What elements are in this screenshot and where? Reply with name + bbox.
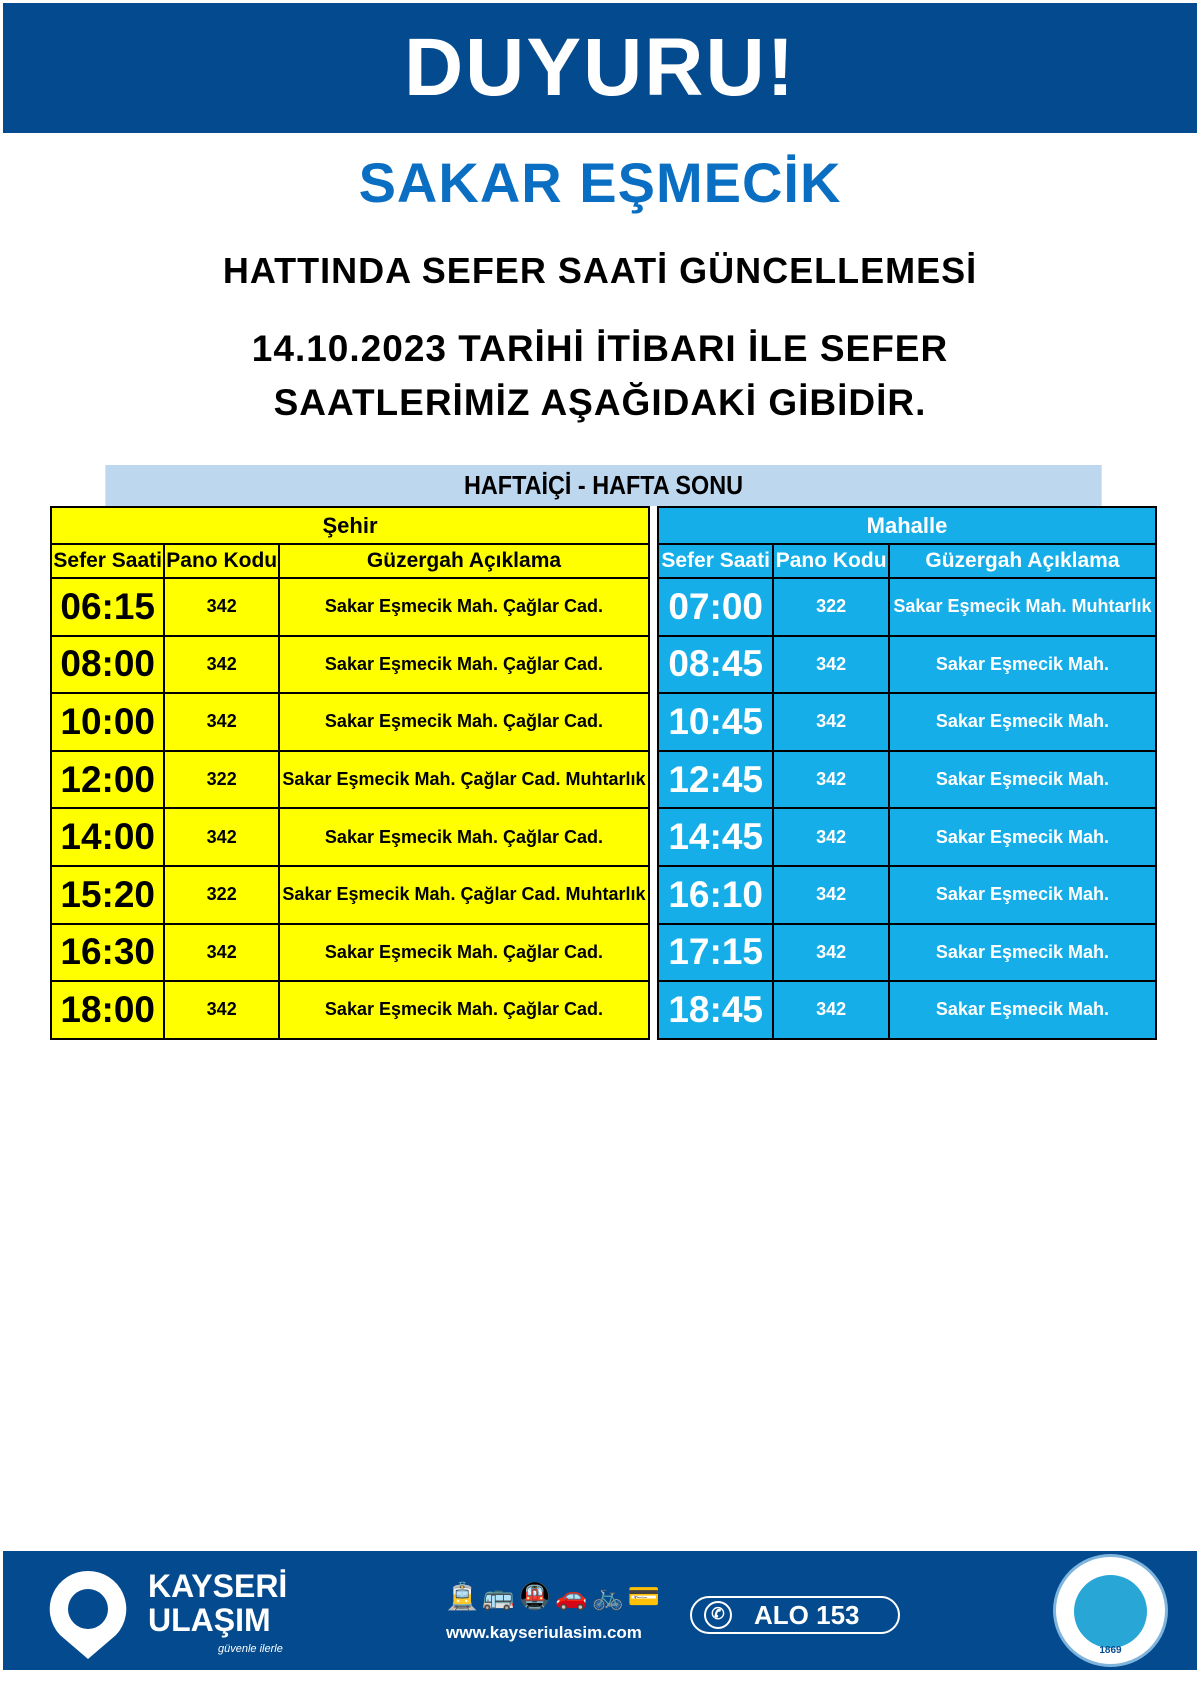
departure-time: 15:20 <box>49 864 166 925</box>
route-description: Sakar Eşmecik Mah. <box>887 807 1158 867</box>
route-description: Sakar Eşmecik Mah. <box>887 692 1158 752</box>
board-code: 342 <box>772 634 890 695</box>
column-header: Güzergah Açıklama <box>887 543 1158 579</box>
board-code: 342 <box>772 807 890 867</box>
table-row: 16:30 342 Sakar Eşmecik Mah. Çağlar Cad. <box>49 922 650 983</box>
table-row: 16:10 342 Sakar Eşmecik Mah. <box>656 864 1158 925</box>
table-row: 18:45 342 Sakar Eşmecik Mah. <box>656 980 1158 1040</box>
footer: KAYSERİ ULAŞIM güvenle ilerle 🚊🚌🚇🚗🚲💳 www.… <box>3 1551 1197 1670</box>
column-header: Sefer Saati <box>49 543 166 579</box>
board-code: 322 <box>772 577 890 637</box>
table-row: 10:45 342 Sakar Eşmecik Mah. <box>656 692 1158 752</box>
card-payment-icon: 💳 <box>627 1581 665 1611</box>
departure-time: 12:00 <box>49 749 166 810</box>
board-code: 342 <box>772 980 890 1040</box>
bicycle-icon: 🚲 <box>591 1581 628 1611</box>
park-car-icon: 🚗 <box>555 1581 592 1611</box>
slogan: güvenle ilerle <box>218 1643 283 1655</box>
board-code: 322 <box>163 749 280 810</box>
departure-time: 18:00 <box>49 980 166 1040</box>
announcement-banner: DUYURU! <box>3 3 1197 133</box>
municipality-seal: 1869 <box>1053 1554 1168 1667</box>
departure-time: 10:45 <box>656 692 775 752</box>
route-description: Sakar Eşmecik Mah. Muhtarlık <box>887 577 1158 637</box>
table-row: 14:45 342 Sakar Eşmecik Mah. <box>656 807 1158 867</box>
hotline-number: ALO 153 <box>754 1600 860 1630</box>
tram-icon: 🚊 <box>446 1581 483 1611</box>
table-row: 07:00 322 Sakar Eşmecik Mah. Muhtarlık <box>656 577 1158 637</box>
board-code: 342 <box>772 864 890 925</box>
route-description: Sakar Eşmecik Mah. Çağlar Cad. <box>278 634 650 695</box>
departure-time: 08:00 <box>49 634 166 695</box>
route-description: Sakar Eşmecik Mah. <box>887 749 1158 810</box>
route-description: Sakar Eşmecik Mah. Çağlar Cad. <box>278 980 650 1040</box>
board-code: 342 <box>772 692 890 752</box>
departure-time: 07:00 <box>656 577 775 637</box>
board-code: 322 <box>163 864 280 925</box>
table-row: 10:00 342 Sakar Eşmecik Mah. Çağlar Cad. <box>49 692 650 752</box>
bus-icon: 🚌 <box>482 1581 519 1611</box>
notice: 14.10.2023 TARİHİ İTİBARI İLE SEFER SAATL… <box>0 322 1200 430</box>
board-code: 342 <box>163 577 280 637</box>
kayseri-ulasim-logo-icon <box>49 1570 127 1659</box>
group-title: Şehir <box>50 506 650 545</box>
table-row: 08:45 342 Sakar Eşmecik Mah. <box>656 634 1158 695</box>
departure-time: 14:00 <box>49 807 166 867</box>
sehir-schedule-table: Şehir Sefer Saati Pano Kodu Güzergah Açıkla… <box>49 506 650 1040</box>
route-description: Sakar Eşmecik Mah. <box>887 922 1158 983</box>
notice-line: 14.10.2023 TARİHİ İTİBARI İLE SEFER <box>251 328 949 369</box>
phone-icon: ✆ <box>704 1601 732 1629</box>
column-header: Sefer Saati <box>656 543 775 579</box>
departure-time: 08:45 <box>656 634 775 695</box>
transport-icons: 🚊🚌🚇🚗🚲💳 <box>446 1581 664 1612</box>
table-row: 12:00 322 Sakar Eşmecik Mah. Çağlar Cad. M… <box>49 749 650 810</box>
route-description: Sakar Eşmecik Mah. <box>887 634 1158 695</box>
brand-name: KAYSERİ ULAŞIM <box>148 1568 288 1638</box>
board-code: 342 <box>163 922 280 983</box>
departure-time: 14:45 <box>656 807 775 867</box>
website-link[interactable]: www.kayseriulasim.com <box>446 1623 642 1642</box>
subtitle: HATTINDA SEFER SAATİ GÜNCELLEMESİ <box>222 250 978 291</box>
route-description: Sakar Eşmecik Mah. Çağlar Cad. Muhtarlık <box>278 749 650 810</box>
table-row: 15:20 322 Sakar Eşmecik Mah. Çağlar Cad. M… <box>49 864 650 925</box>
column-header: Pano Kodu <box>772 543 890 579</box>
departure-time: 16:30 <box>49 922 166 983</box>
column-header: Pano Kodu <box>163 543 280 579</box>
notice-line: SAATLERİMİZ AŞAĞIDAKİ GİBİDİR. <box>273 382 927 423</box>
board-code: 342 <box>163 692 280 752</box>
route-description: Sakar Eşmecik Mah. <box>887 980 1158 1040</box>
table-row: 17:15 342 Sakar Eşmecik Mah. <box>656 922 1158 983</box>
departure-time: 12:45 <box>656 749 775 810</box>
departure-time: 17:15 <box>656 922 775 983</box>
board-code: 342 <box>163 807 280 867</box>
table-row: 18:00 342 Sakar Eşmecik Mah. Çağlar Cad. <box>49 980 650 1040</box>
departure-time: 06:15 <box>49 577 166 637</box>
table-row: 08:00 342 Sakar Eşmecik Mah. Çağlar Cad. <box>49 634 650 695</box>
departure-time: 10:00 <box>49 692 166 752</box>
mahalle-schedule-table: Mahalle Sefer Saati Pano Kodu Güzergah Açık… <box>656 506 1158 1040</box>
metro-icon: 🚇 <box>518 1581 556 1611</box>
group-title: Mahalle <box>657 506 1157 545</box>
period-label: HAFTAİÇİ - HAFTA SONU <box>463 470 744 500</box>
table-row: 12:45 342 Sakar Eşmecik Mah. <box>656 749 1158 810</box>
table-row: 14:00 342 Sakar Eşmecik Mah. Çağlar Cad. <box>49 807 650 867</box>
route-description: Sakar Eşmecik Mah. <box>887 864 1158 925</box>
board-code: 342 <box>163 634 280 695</box>
hotline[interactable]: ✆ ALO 153 <box>690 1596 900 1634</box>
line-name: SAKAR EŞMECİK <box>358 151 842 214</box>
departure-time: 18:45 <box>656 980 775 1040</box>
board-code: 342 <box>772 922 890 983</box>
route-description: Sakar Eşmecik Mah. Çağlar Cad. Muhtarlık <box>278 864 650 925</box>
route-description: Sakar Eşmecik Mah. Çağlar Cad. <box>278 922 650 983</box>
route-description: Sakar Eşmecik Mah. Çağlar Cad. <box>278 692 650 752</box>
table-row: 06:15 342 Sakar Eşmecik Mah. Çağlar Cad. <box>49 577 650 637</box>
board-code: 342 <box>772 749 890 810</box>
departure-time: 16:10 <box>656 864 775 925</box>
route-description: Sakar Eşmecik Mah. Çağlar Cad. <box>278 807 650 867</box>
route-description: Sakar Eşmecik Mah. Çağlar Cad. <box>278 577 650 637</box>
board-code: 342 <box>163 980 280 1040</box>
period-band: HAFTAİÇİ - HAFTA SONU <box>105 465 1102 506</box>
column-header: Güzergah Açıklama <box>278 543 650 579</box>
